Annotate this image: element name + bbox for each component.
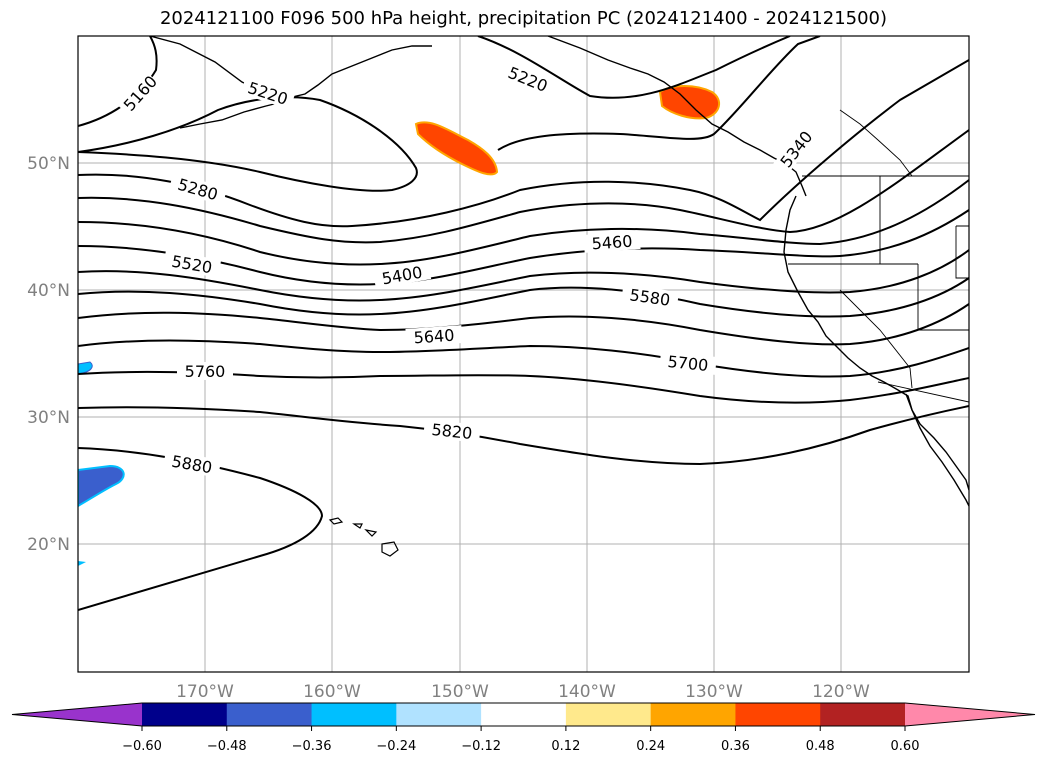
gridlines <box>78 36 969 672</box>
map-title: 2024121100 F096 500 hPa height, precipit… <box>159 8 888 29</box>
colorbar-segment <box>396 703 482 726</box>
colorbar-segment <box>735 703 821 726</box>
lon-label-120w: 120°W <box>812 682 870 702</box>
colorbar: −0.60 −0.48 −0.36 −0.24 −0.12 0.12 0.24 0.36 0.4… <box>11 702 1036 754</box>
lon-label-160w: 160°W <box>303 682 361 702</box>
contour-5280 <box>78 59 969 228</box>
contour-5580 <box>78 277 969 318</box>
colorbar-tick-label: −0.60 <box>122 739 162 754</box>
contour-label-5280: 5280 <box>176 175 220 204</box>
colorbar-segment <box>226 703 313 726</box>
contour-5640 <box>78 303 969 346</box>
lon-label-170w: 170°W <box>176 682 234 702</box>
contour-label-5580: 5580 <box>628 285 671 309</box>
precip-positive-alaska-panhandle <box>658 85 721 120</box>
lat-label-40n: 40°N <box>27 281 70 301</box>
baja-california-coast <box>905 393 969 507</box>
borders <box>788 109 969 403</box>
alaska-canada-border <box>839 109 913 177</box>
contour-5400 <box>78 179 969 266</box>
longitude-labels: 170°W 160°W 150°W 140°W 130°W 120°W <box>176 682 870 702</box>
lat-label-30n: 30°N <box>27 408 70 428</box>
latitude-labels: 50°N 40°N 30°N 20°N <box>27 154 70 555</box>
precip-negative-west-small <box>78 361 93 375</box>
lon-label-130w: 130°W <box>685 682 743 702</box>
contour-5160 <box>78 36 158 127</box>
contour-label-5160: 5160 <box>120 72 161 115</box>
contour-5340 <box>78 129 969 244</box>
colorbar-tick-label: −0.24 <box>376 739 416 754</box>
colorbar-segment <box>142 703 228 726</box>
colorbar-tick-label: −0.48 <box>207 739 247 754</box>
contour-5760 <box>78 370 969 404</box>
colorbar-tick-label: 0.36 <box>721 739 750 754</box>
lon-label-150w: 150°W <box>431 682 489 702</box>
colorbar-segment <box>481 703 567 726</box>
alaska-peninsula-coast <box>179 99 291 129</box>
contour-label-5460: 5460 <box>591 232 633 254</box>
lat-label-50n: 50°N <box>27 154 70 174</box>
contour-5700 <box>78 339 969 378</box>
precip-positive-gulf-of-alaska <box>414 121 499 176</box>
north-america-west-coast <box>783 195 969 491</box>
colorbar-extend-low <box>12 703 142 726</box>
contour-5820 <box>78 405 969 466</box>
aleutian-islands-coast <box>149 36 432 99</box>
contour-label-5220-west: 5220 <box>246 78 291 109</box>
plot-frame <box>77 35 970 673</box>
contour-5220 <box>78 36 821 192</box>
colorbar-tick-label: 0.48 <box>806 739 835 754</box>
colorbar-tick-label: −0.36 <box>292 739 332 754</box>
colorbar-segment <box>565 703 652 726</box>
colorbar-segment <box>650 703 736 726</box>
contour-label-5760: 5760 <box>185 362 226 381</box>
colorbar-extend-high <box>905 703 1035 726</box>
contour-label-5820: 5820 <box>431 420 473 443</box>
contour-label-5400: 5400 <box>380 263 423 289</box>
coastlines <box>149 36 969 507</box>
state-border-6 <box>877 381 969 403</box>
contour-label-5520: 5520 <box>170 252 213 278</box>
precip-negative-west-large <box>78 464 125 508</box>
colorbar-segment <box>820 703 906 726</box>
contour-label-5640: 5640 <box>413 326 455 348</box>
precip-shading <box>78 85 721 566</box>
contour-label-5700: 5700 <box>667 352 709 375</box>
state-border-4 <box>955 225 969 279</box>
colorbar-tick-label: 0.24 <box>636 739 665 754</box>
contour-5460 <box>78 209 969 286</box>
height-contours <box>78 36 969 611</box>
state-border-5 <box>839 289 913 389</box>
colorbar-segment <box>311 703 397 726</box>
colorbar-tick-label: 0.12 <box>551 739 580 754</box>
contour-label-5880: 5880 <box>170 452 213 478</box>
hawaii-islands <box>328 517 399 557</box>
contour-5520 <box>78 249 969 302</box>
contour-label-backing <box>117 60 820 478</box>
precip-negative-west-tiny <box>78 561 86 566</box>
colorbar-tick-label: 0.60 <box>891 739 920 754</box>
colorbar-tick-label: −0.12 <box>461 739 501 754</box>
lon-label-140w: 140°W <box>558 682 616 702</box>
lat-label-20n: 20°N <box>27 535 70 555</box>
contour-labels: 5160 5220 5220 5280 5340 5400 5460 5520 … <box>120 63 817 477</box>
